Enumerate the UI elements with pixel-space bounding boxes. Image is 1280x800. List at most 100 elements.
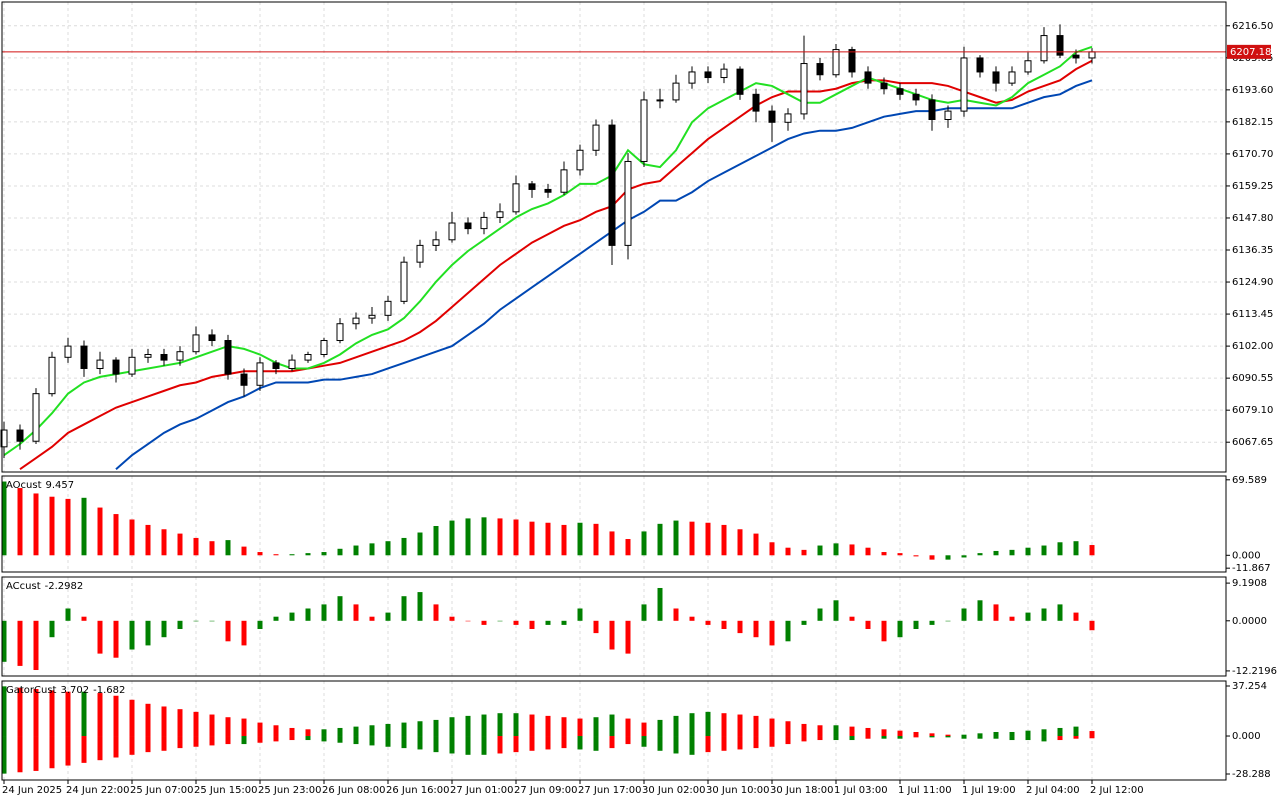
histogram-bar <box>801 723 807 737</box>
histogram-bar <box>865 727 871 737</box>
x-tick-label: 27 Jun 01:00 <box>450 785 514 796</box>
histogram-bar <box>609 531 615 556</box>
histogram-bar <box>561 717 567 737</box>
histogram-bar <box>353 726 359 737</box>
histogram-bar <box>1089 545 1095 556</box>
histogram-bar <box>833 725 839 737</box>
histogram-bar <box>849 544 855 556</box>
histogram-bar <box>961 734 967 737</box>
histogram-bar <box>225 540 231 556</box>
histogram-bar <box>33 689 39 737</box>
candle-body <box>624 160 632 246</box>
histogram-bar <box>769 718 775 737</box>
histogram-bar <box>385 736 391 747</box>
histogram-bar <box>897 620 903 638</box>
histogram-bar <box>257 552 263 556</box>
histogram-bar <box>721 524 727 556</box>
histogram-bar <box>1025 736 1031 741</box>
histogram-bar <box>257 620 263 630</box>
histogram-bar <box>33 620 39 671</box>
histogram-bar <box>433 604 439 621</box>
histogram-bar <box>529 620 535 630</box>
histogram-bar <box>753 715 759 737</box>
candle-body <box>912 93 920 101</box>
histogram-bar <box>161 736 167 751</box>
histogram-bar <box>785 547 791 556</box>
histogram-bar <box>721 620 727 630</box>
histogram-bar <box>433 719 439 737</box>
candle-body <box>240 373 248 386</box>
histogram-bar <box>1057 736 1063 741</box>
candle-body <box>896 88 904 95</box>
y-tick-label: 6067.65 <box>1232 437 1273 448</box>
candle-body <box>736 68 744 95</box>
histogram-bar <box>177 709 183 737</box>
candle-body <box>544 188 552 193</box>
histogram-bar <box>801 736 807 742</box>
x-tick-label: 1 Jul 11:00 <box>898 785 952 796</box>
candle-body <box>112 359 120 375</box>
candle-body <box>384 300 392 316</box>
y-tick-label: 0.000 <box>1232 731 1261 742</box>
histogram-bar <box>673 608 679 621</box>
histogram-bar <box>481 620 487 625</box>
histogram-bar <box>1057 542 1063 556</box>
candle-body <box>928 99 936 120</box>
y-tick-label: 0.0000 <box>1232 616 1267 627</box>
histogram-bar <box>433 736 439 753</box>
x-tick-label: 25 Jun 23:00 <box>258 785 322 796</box>
histogram-bar <box>993 604 999 621</box>
histogram-bar <box>657 719 663 737</box>
y-tick-label: 6079.10 <box>1232 405 1273 416</box>
y-tick-label: 6159.25 <box>1232 181 1273 192</box>
histogram-bar <box>241 546 247 556</box>
histogram-bar <box>1 686 7 737</box>
histogram-bar <box>241 620 247 646</box>
histogram-bar <box>913 620 919 630</box>
histogram-bar <box>849 736 855 741</box>
histogram-bar <box>321 552 327 556</box>
histogram-bar <box>97 507 103 556</box>
histogram-bar <box>449 736 455 754</box>
histogram-bar <box>561 524 567 556</box>
histogram-bar <box>545 715 551 737</box>
candle-body <box>496 211 504 218</box>
histogram-bar <box>401 537 407 556</box>
candle-body <box>512 183 520 213</box>
histogram-bar <box>177 736 183 749</box>
histogram-bar <box>577 736 583 750</box>
candle-body <box>96 359 104 369</box>
x-tick-label: 2 Jul 12:00 <box>1090 785 1144 796</box>
histogram-bar <box>977 733 983 737</box>
histogram-bar <box>49 736 55 769</box>
histogram-bar <box>273 554 279 556</box>
candle-body <box>608 124 616 246</box>
last-price-box <box>1227 44 1271 59</box>
histogram-bar <box>881 620 887 642</box>
candle-body <box>784 113 792 123</box>
histogram-bar <box>865 547 871 556</box>
histogram-bar <box>369 616 375 621</box>
histogram-bar <box>705 620 711 625</box>
candle-body <box>1040 35 1048 62</box>
candle-body <box>1024 60 1032 73</box>
histogram-bar <box>1073 541 1079 556</box>
candle-body <box>128 356 136 375</box>
y-tick-label: 6147.80 <box>1232 213 1273 224</box>
histogram-bar <box>49 496 55 556</box>
candle-body <box>848 49 856 73</box>
candle-body <box>992 71 1000 84</box>
histogram-bar <box>497 713 503 737</box>
histogram-bar <box>385 723 391 737</box>
histogram-bar <box>545 620 551 625</box>
histogram-bar <box>1041 545 1047 556</box>
histogram-bar <box>81 497 87 556</box>
histogram-bar <box>849 726 855 737</box>
histogram-bar <box>1 620 7 662</box>
alligator-line <box>19 59 1093 471</box>
histogram-bar <box>273 725 279 737</box>
histogram-bar <box>17 687 23 737</box>
panel-frame <box>1 1 1227 473</box>
x-tick-label: 27 Jun 17:00 <box>578 785 642 796</box>
histogram-bar <box>961 555 967 558</box>
